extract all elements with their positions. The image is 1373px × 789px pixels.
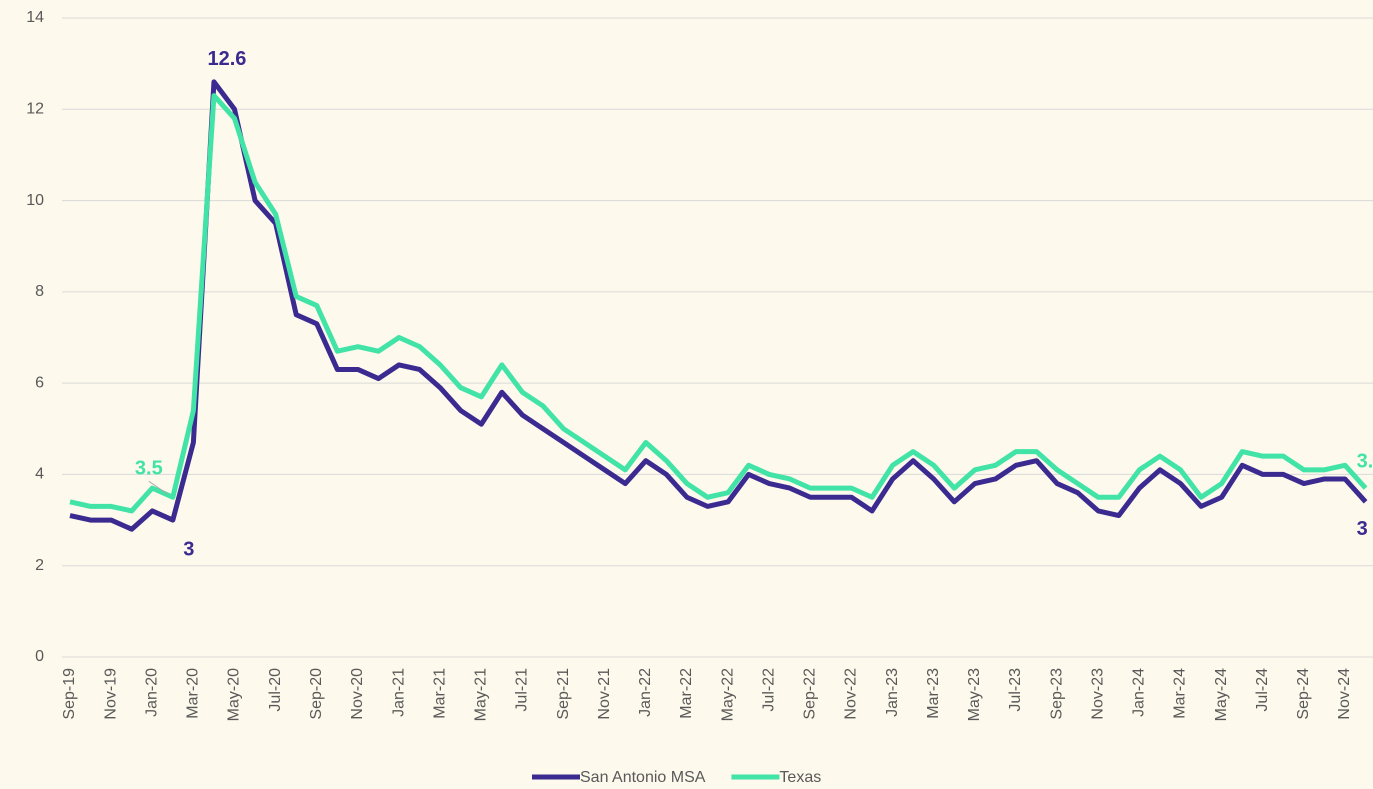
- x-tick-label: Jan-20: [143, 668, 160, 717]
- x-tick-label: May-23: [966, 668, 983, 721]
- x-tick-label: Jan-21: [390, 668, 407, 717]
- x-tick-label: Mar-22: [678, 668, 695, 719]
- x-tick-label: Sep-21: [555, 668, 572, 720]
- x-tick-label: Sep-24: [1295, 668, 1312, 720]
- x-tick-label: Jul-24: [1254, 668, 1271, 712]
- x-tick-label: Jul-23: [1007, 668, 1024, 712]
- x-tick-label: May-21: [473, 668, 490, 721]
- x-tick-label: Mar-23: [925, 668, 942, 719]
- x-tick-label: Jan-22: [637, 668, 654, 717]
- x-tick-label: Nov-24: [1336, 668, 1353, 720]
- x-tick-label: Jan-23: [884, 668, 901, 717]
- data-label: 3.5: [135, 458, 163, 480]
- data-label: 3: [1357, 518, 1368, 540]
- x-tick-label: May-22: [719, 668, 736, 721]
- data-label: 12.6: [207, 48, 246, 70]
- x-tick-label: Sep-20: [308, 668, 325, 720]
- x-tick-label: Mar-20: [185, 668, 202, 719]
- x-tick-label: Jul-22: [760, 668, 777, 712]
- x-tick-label: May-24: [1213, 668, 1230, 721]
- x-tick-label: Sep-23: [1048, 668, 1065, 720]
- leader-line: [148, 480, 169, 495]
- legend-label: Texas: [779, 769, 821, 786]
- data-label: 3: [183, 538, 194, 560]
- x-tick-label: Nov-21: [596, 668, 613, 720]
- x-tick-label: Jul-21: [514, 668, 531, 712]
- y-tick-label: 12: [26, 101, 44, 118]
- series-line: [69, 79, 1368, 532]
- series-line: [69, 93, 1368, 514]
- y-tick-label: 10: [26, 192, 44, 209]
- x-tick-label: Nov-23: [1089, 668, 1106, 720]
- x-tick-label: Nov-22: [843, 668, 860, 720]
- x-tick-label: Sep-19: [61, 668, 78, 720]
- x-tick-label: Jul-20: [267, 668, 284, 712]
- y-tick-label: 2: [35, 557, 44, 574]
- y-tick-label: 4: [35, 466, 44, 483]
- x-tick-label: Nov-20: [349, 668, 366, 720]
- x-tick-label: Sep-22: [802, 668, 819, 720]
- x-tick-label: Mar-24: [1172, 668, 1189, 719]
- y-tick-label: 14: [26, 9, 44, 26]
- y-tick-label: 8: [35, 283, 44, 300]
- x-tick-label: May-20: [226, 668, 243, 721]
- legend-label: San Antonio MSA: [580, 769, 706, 786]
- x-tick-label: Nov-19: [102, 668, 119, 720]
- y-tick-label: 0: [35, 648, 44, 665]
- y-tick-label: 6: [35, 374, 44, 391]
- x-tick-label: Mar-21: [431, 668, 448, 719]
- x-tick-label: Jan-24: [1131, 668, 1148, 717]
- data-label: 3.7: [1357, 450, 1373, 472]
